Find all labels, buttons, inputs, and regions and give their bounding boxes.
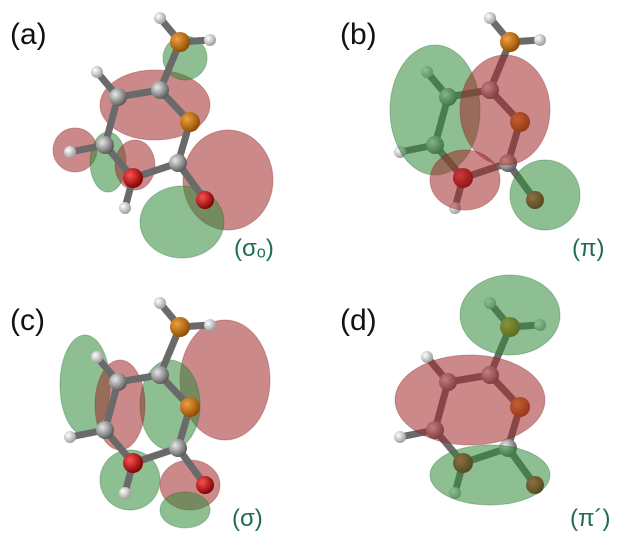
orbital-label: (π´) bbox=[570, 505, 611, 532]
orbital-label: (σₒ) bbox=[234, 235, 274, 262]
panel-b-orbital bbox=[390, 12, 580, 230]
panel-c-orbital bbox=[60, 297, 270, 528]
panel-label: (b) bbox=[340, 18, 377, 51]
orbital-label: (π) bbox=[572, 235, 605, 262]
orbital-label: (σ) bbox=[232, 505, 263, 532]
panel-label: (c) bbox=[10, 304, 45, 337]
panel-a-orbital bbox=[53, 12, 273, 258]
panel-d-orbital bbox=[394, 275, 560, 505]
panel-label: (a) bbox=[10, 18, 47, 51]
figure: (a) (b) (c) (d) (σₒ) (π) (σ) (π´) bbox=[0, 0, 628, 533]
panel-label: (d) bbox=[340, 304, 377, 337]
